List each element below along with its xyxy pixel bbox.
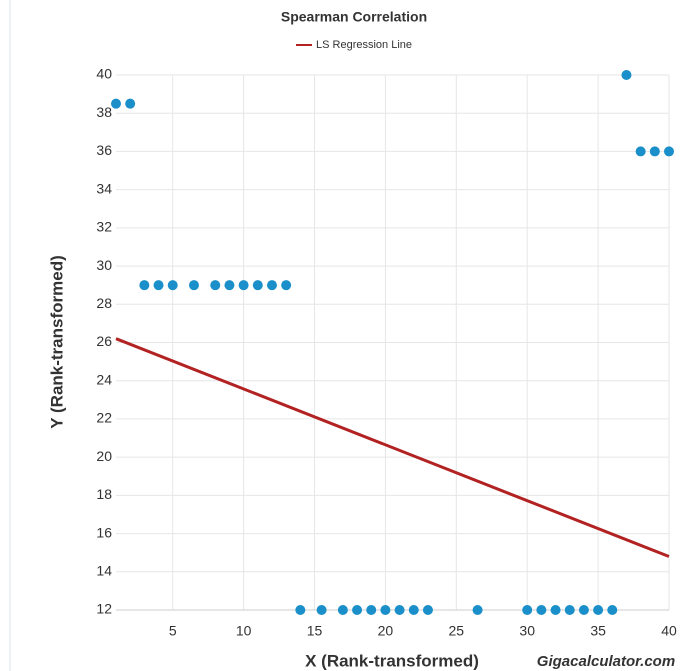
x-tick-label: 5 (169, 623, 177, 639)
y-tick-label: 14 (96, 562, 112, 578)
x-tick-label: 10 (236, 623, 252, 639)
point (649, 146, 660, 157)
point (564, 605, 575, 615)
point (593, 605, 604, 615)
y-tick-label: 36 (96, 142, 112, 158)
point (281, 280, 292, 291)
point (337, 605, 348, 615)
y-tick-label: 30 (96, 257, 112, 273)
point (550, 605, 561, 615)
x-tick-label: 30 (519, 623, 535, 639)
point (536, 605, 547, 615)
point (635, 146, 646, 157)
point (621, 70, 632, 80)
point (366, 605, 377, 615)
watermark: Gigacalculator.com (537, 653, 675, 670)
point (664, 146, 674, 157)
x-tick-label: 15 (307, 623, 323, 639)
point (472, 605, 483, 615)
point (153, 280, 164, 291)
y-axis-label: Y (Rank-transformed) (47, 255, 66, 429)
point (295, 605, 306, 615)
point (139, 280, 150, 291)
x-tick-label: 35 (590, 623, 606, 639)
point (224, 280, 235, 291)
x-tick-label: 25 (449, 623, 465, 639)
point (607, 605, 618, 615)
point (408, 605, 419, 615)
legend-label: LS Regression Line (316, 39, 412, 51)
y-tick-label: 40 (96, 66, 112, 82)
point (394, 605, 405, 615)
point (238, 280, 249, 291)
point (167, 280, 178, 291)
y-tick-label: 32 (96, 219, 112, 235)
point (380, 605, 391, 615)
y-tick-label: 28 (96, 295, 112, 311)
point (578, 605, 589, 615)
chart-title: Spearman Correlation (281, 9, 427, 25)
point (252, 280, 263, 291)
point (125, 98, 136, 109)
y-tick-label: 22 (96, 410, 112, 426)
point (422, 605, 433, 615)
point (352, 605, 363, 615)
x-axis-label: X (Rank-transformed) (305, 651, 479, 670)
point (266, 280, 277, 291)
point (210, 280, 221, 291)
y-tick-label: 16 (96, 524, 112, 540)
point (111, 98, 121, 109)
regression-line (115, 337, 670, 558)
y-tick-label: 38 (96, 104, 112, 120)
point (188, 280, 199, 291)
x-tick-label: 20 (378, 623, 394, 639)
y-tick-label: 26 (96, 333, 112, 349)
y-tick-label: 34 (96, 180, 112, 196)
y-tick-label: 20 (96, 448, 112, 464)
y-tick-label: 12 (96, 601, 112, 617)
x-tick-label: 40 (661, 623, 677, 639)
point (522, 605, 533, 615)
point (316, 605, 327, 615)
y-tick-label: 18 (96, 486, 112, 502)
y-tick-label: 24 (96, 371, 112, 387)
